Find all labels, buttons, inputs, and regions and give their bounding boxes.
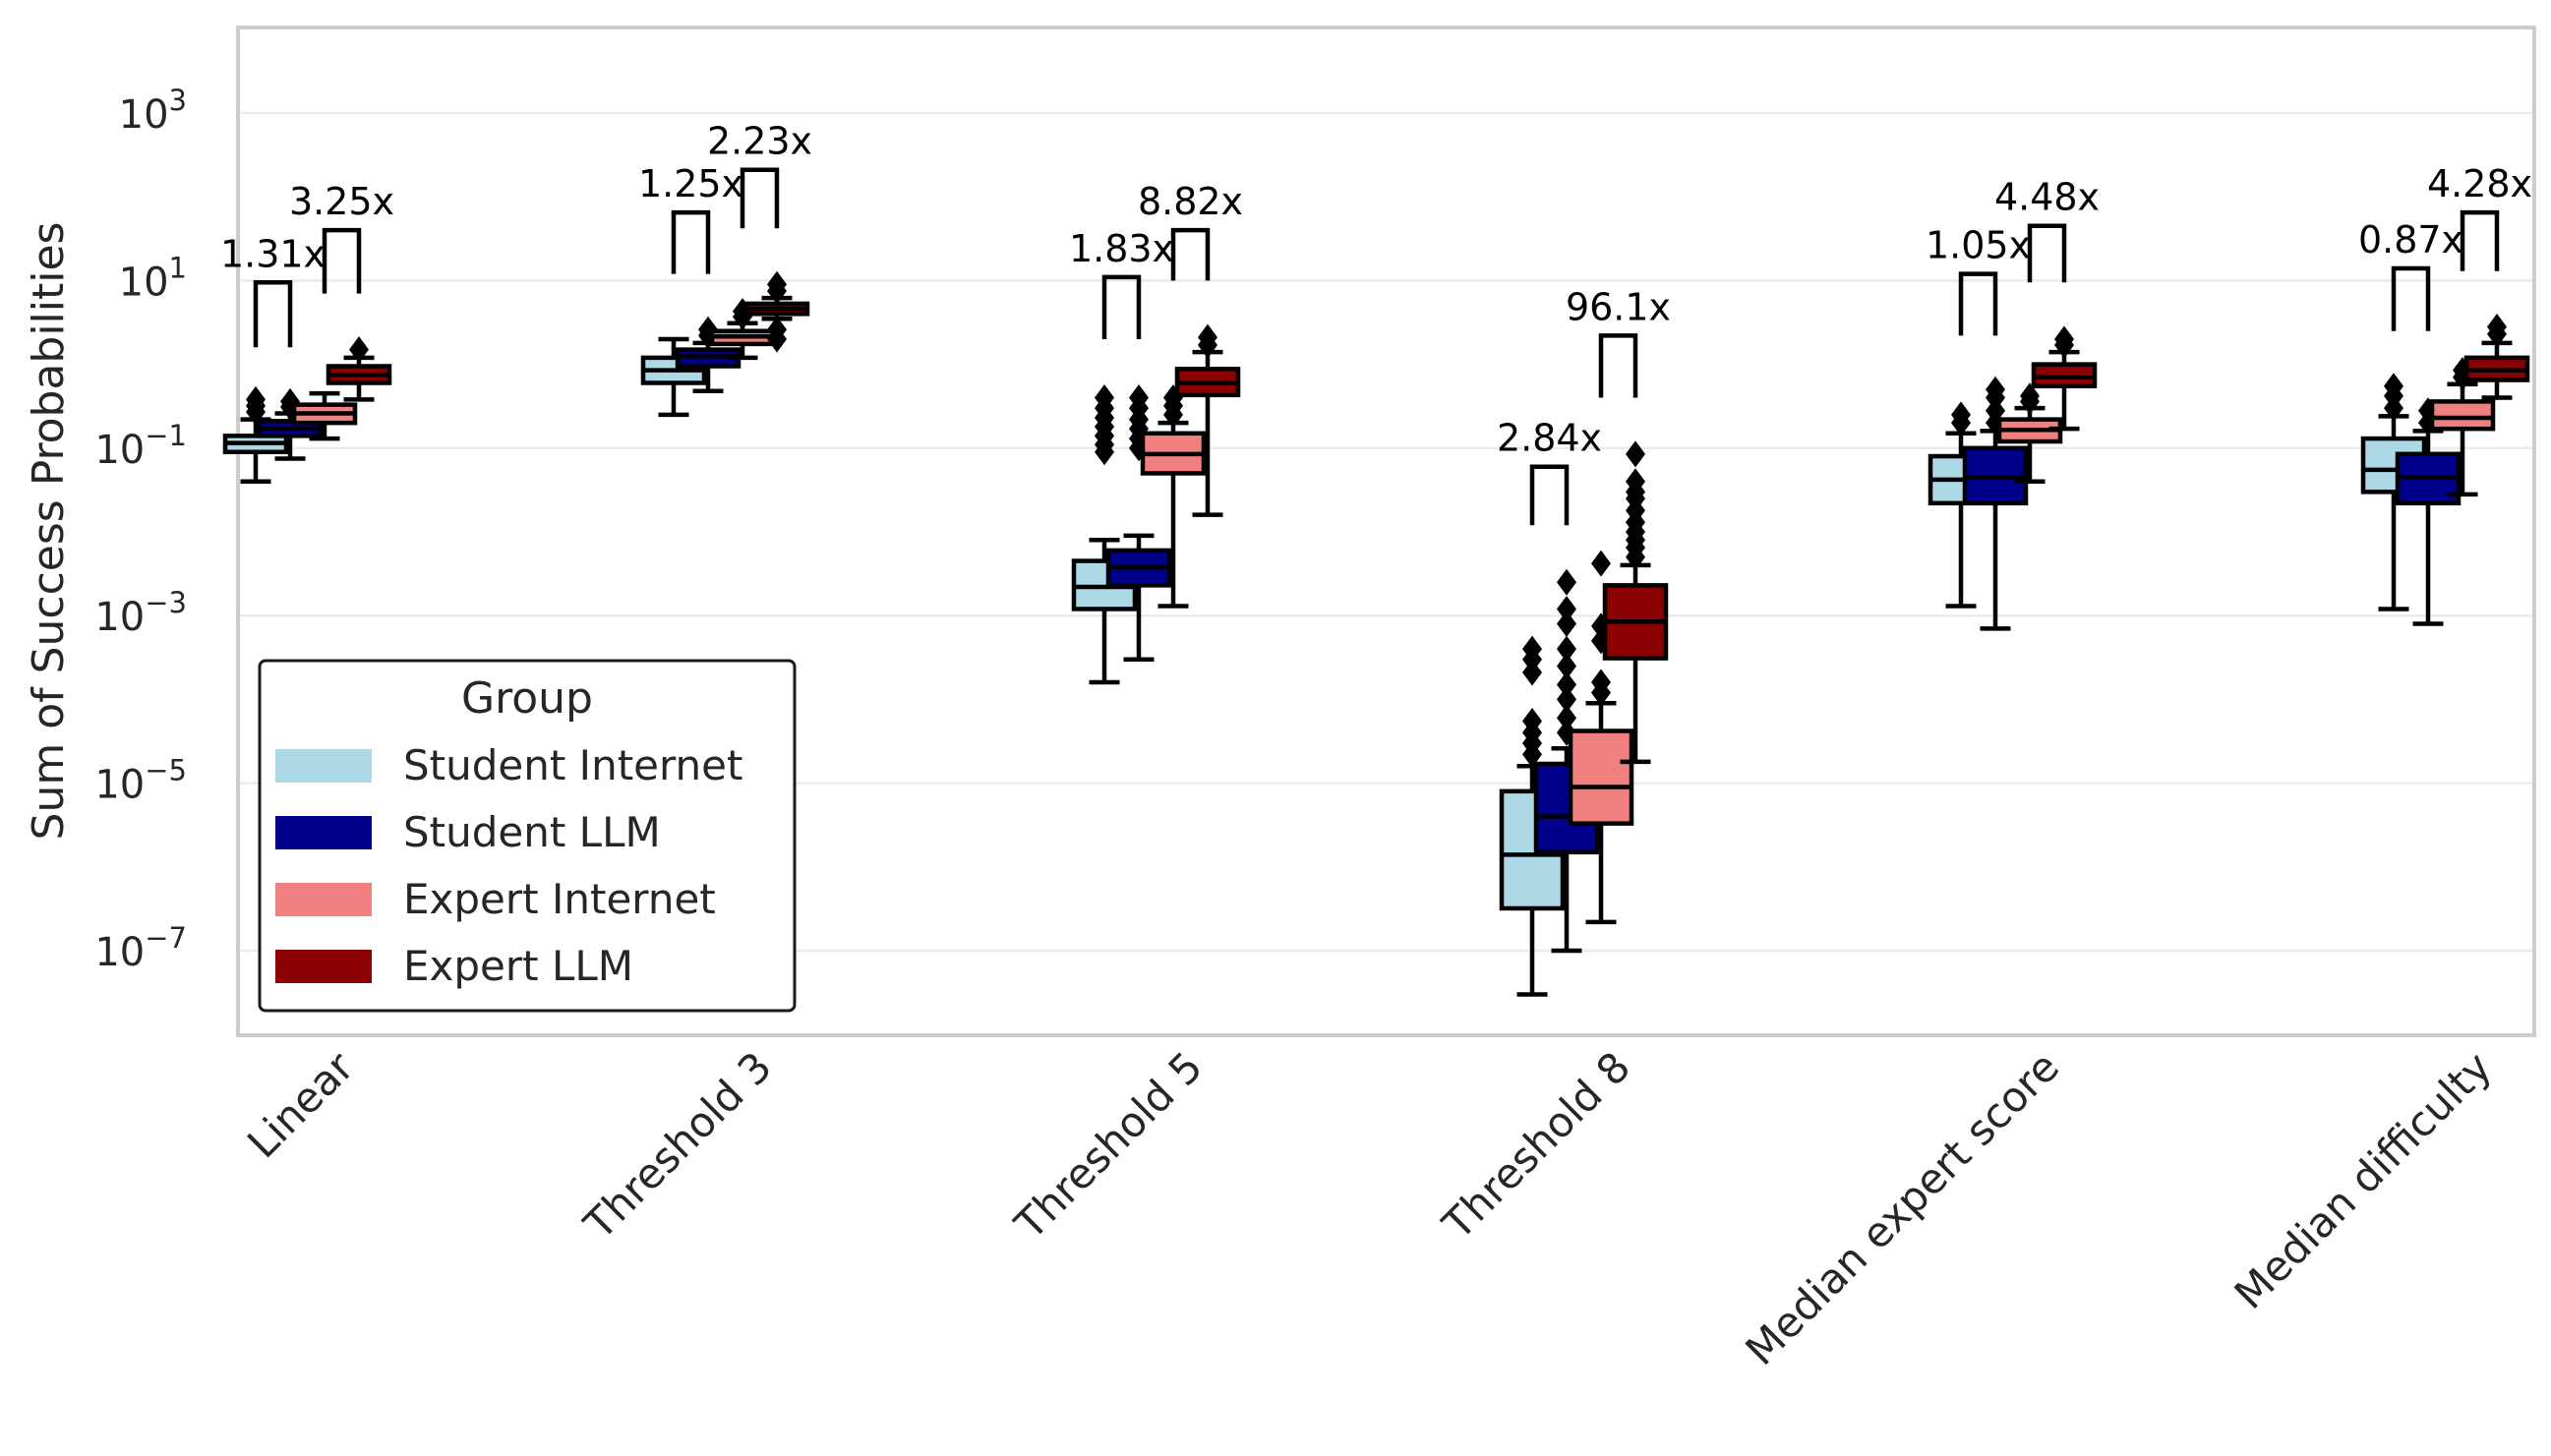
ratio-label: 1.83x: [1069, 227, 1174, 270]
box-outlier: [1557, 670, 1576, 698]
ratio-bracket: [2391, 265, 2431, 331]
ratio-bracket: [2460, 209, 2500, 271]
x-axis-ticks: Linear Threshold 3 Threshold 5 Threshold 8 M…: [238, 1042, 2501, 1374]
box-outlier: [2384, 373, 2403, 400]
box-outlier: [1557, 568, 1576, 596]
legend-title: Group: [461, 673, 593, 724]
box-outlier: [1198, 323, 1217, 351]
ratio-label: 1.05x: [1926, 224, 2031, 267]
box-outlier: [1522, 635, 1542, 663]
box-outlier: [1951, 401, 1971, 429]
legend-label: Expert LLM: [403, 942, 633, 990]
ratio-label: 3.25x: [289, 180, 394, 223]
box-plot-marks: [222, 270, 2530, 997]
box-outlier: [1522, 708, 1542, 735]
box-outlier: [246, 385, 266, 413]
ratio-bracket: [671, 209, 711, 274]
ratio-bracket: [1170, 227, 1211, 281]
ratio-bracket: [322, 227, 362, 294]
box-outlier: [1129, 384, 1149, 412]
y-tick-label: 10−7: [94, 921, 187, 975]
box-outlier: [1557, 595, 1576, 622]
box-outlier: [1626, 440, 1645, 468]
x-tick-label: Median difficulty: [2225, 1042, 2502, 1318]
box-outlier: [1591, 669, 1611, 696]
ratio-label: 1.25x: [638, 162, 743, 205]
ratio-label: 2.84x: [1497, 417, 1602, 460]
legend-swatch: [275, 816, 372, 849]
y-axis-label: Sum of Success Probabilities: [24, 222, 74, 841]
ratio-label: 1.31x: [220, 232, 326, 275]
x-tick-label: Threshold 5: [1005, 1042, 1212, 1249]
ratio-label: 2.23x: [707, 120, 812, 163]
ratio-label: 4.28x: [2427, 162, 2532, 205]
legend-swatch: [275, 950, 372, 983]
legend-swatch: [275, 883, 372, 916]
box-outlier: [1557, 704, 1576, 731]
ratio-bracket: [1101, 274, 1142, 339]
box-iqr: [1568, 728, 1634, 826]
box-outlier: [1557, 685, 1576, 713]
y-axis-ticks: 10−7 10−5 10−3 10−1 101 103: [94, 84, 187, 975]
ratio-bracket: [253, 280, 293, 348]
y-tick-label: 10−1: [94, 419, 187, 473]
box-outlier: [1557, 635, 1576, 663]
plot-frame: [236, 26, 2536, 1037]
ratio-label: 96.1x: [1566, 285, 1671, 328]
y-tick-label: 103: [119, 84, 187, 138]
y-tick-label: 10−3: [94, 586, 187, 640]
x-tick-label: Threshold 3: [574, 1042, 781, 1249]
box-outlier: [2054, 325, 2074, 353]
box-outlier: [1095, 384, 1114, 412]
ratio-bracket: [740, 167, 780, 229]
box-outlier: [767, 270, 787, 298]
ratio-bracket: [1598, 333, 1638, 398]
box-outlier: [2487, 314, 2507, 341]
ratio-label: 8.82x: [1138, 180, 1243, 223]
y-tick-label: 101: [119, 251, 187, 305]
box-outlier: [1557, 652, 1576, 679]
x-tick-label: Threshold 8: [1433, 1042, 1639, 1249]
ratio-bracket: [1958, 271, 1998, 336]
ratio-bracket: [2027, 223, 2067, 283]
box-outlier: [1557, 610, 1576, 637]
box-outlier: [1986, 376, 2005, 403]
ratio-label: 4.48x: [1994, 176, 2100, 219]
box-outlier: [1626, 468, 1645, 495]
legend-label: Student LLM: [403, 808, 661, 856]
ratio-label: 0.87x: [2358, 218, 2463, 262]
box-outlier: [767, 316, 787, 343]
ratio-bracket: [1529, 464, 1570, 526]
box-outlier: [349, 336, 369, 364]
box-iqr: [2429, 399, 2496, 432]
box-outlier: [2020, 382, 2040, 410]
box-outlier: [1591, 550, 1611, 577]
legend-label: Student Internet: [403, 741, 742, 789]
x-tick-label: Linear: [238, 1042, 363, 1167]
y-tick-label: 10−5: [94, 754, 187, 808]
legend-frame: [258, 659, 797, 1013]
legend-label: Expert Internet: [403, 875, 716, 923]
legend: Group Student Internet Student LLM Expert I…: [258, 659, 797, 1013]
x-tick-label: Median expert score: [1736, 1042, 2068, 1374]
legend-swatch: [275, 749, 372, 783]
